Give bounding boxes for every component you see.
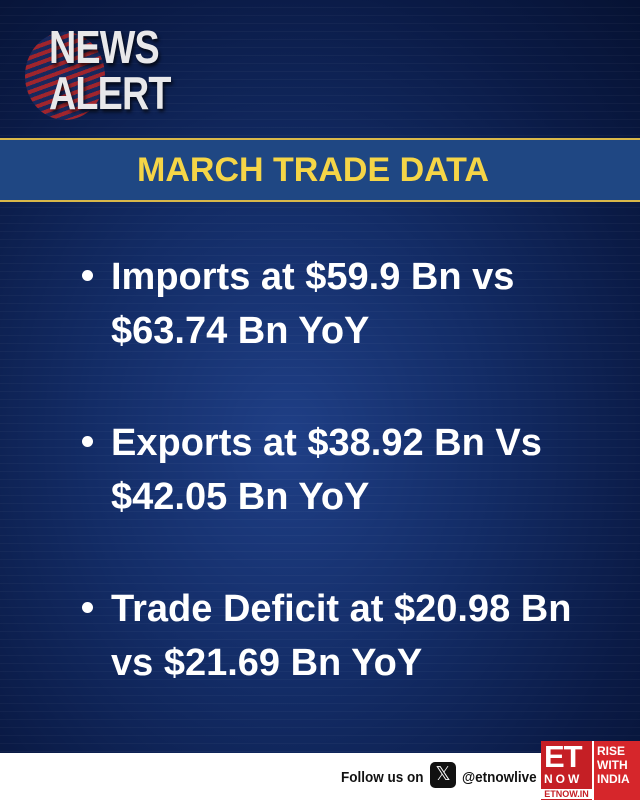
social-handle-link[interactable]: @etnowlive: [462, 769, 537, 786]
bullet-dot-icon: [82, 270, 93, 281]
brand-main: ET: [544, 739, 583, 774]
bullet-item: Imports at $59.9 Bn vs $63.74 Bn YoY: [72, 250, 612, 358]
bullet-text: Trade Deficit at $20.98 Bn vs $21.69 Bn …: [111, 588, 572, 684]
globe-icon: [25, 32, 105, 120]
bullet-item: Exports at $38.92 Bn Vs $42.05 Bn YoY: [72, 416, 612, 524]
footer: Follow us on 𝕏 @etnowlive ET NOW ETNOW.I…: [0, 741, 640, 800]
bullet-dot-icon: [82, 436, 93, 447]
news-alert-logo: NEWS ALERT: [22, 24, 182, 124]
follow-label: Follow us on: [341, 769, 424, 786]
title-banner: MARCH TRADE DATA: [0, 138, 640, 202]
banner-title: MARCH TRADE DATA: [137, 150, 489, 189]
bullet-text: Imports at $59.9 Bn vs $63.74 Bn YoY: [111, 256, 515, 352]
brand-tagline: RISE WITH INDIA: [597, 744, 630, 786]
brand-site: ETNOW.IN: [541, 789, 592, 799]
logo-line1: NEWS: [49, 21, 160, 73]
brand-sub: NOW: [544, 772, 583, 786]
x-icon[interactable]: 𝕏: [430, 762, 456, 788]
et-now-logo: ET NOW ETNOW.IN RISE WITH INDIA: [541, 741, 640, 800]
bullet-list: Imports at $59.9 Bn vs $63.74 Bn YoY Exp…: [72, 250, 612, 748]
bullet-text: Exports at $38.92 Bn Vs $42.05 Bn YoY: [111, 422, 542, 518]
bullet-dot-icon: [82, 602, 93, 613]
logo-line2: ALERT: [49, 67, 171, 119]
bullet-item: Trade Deficit at $20.98 Bn vs $21.69 Bn …: [72, 582, 612, 690]
